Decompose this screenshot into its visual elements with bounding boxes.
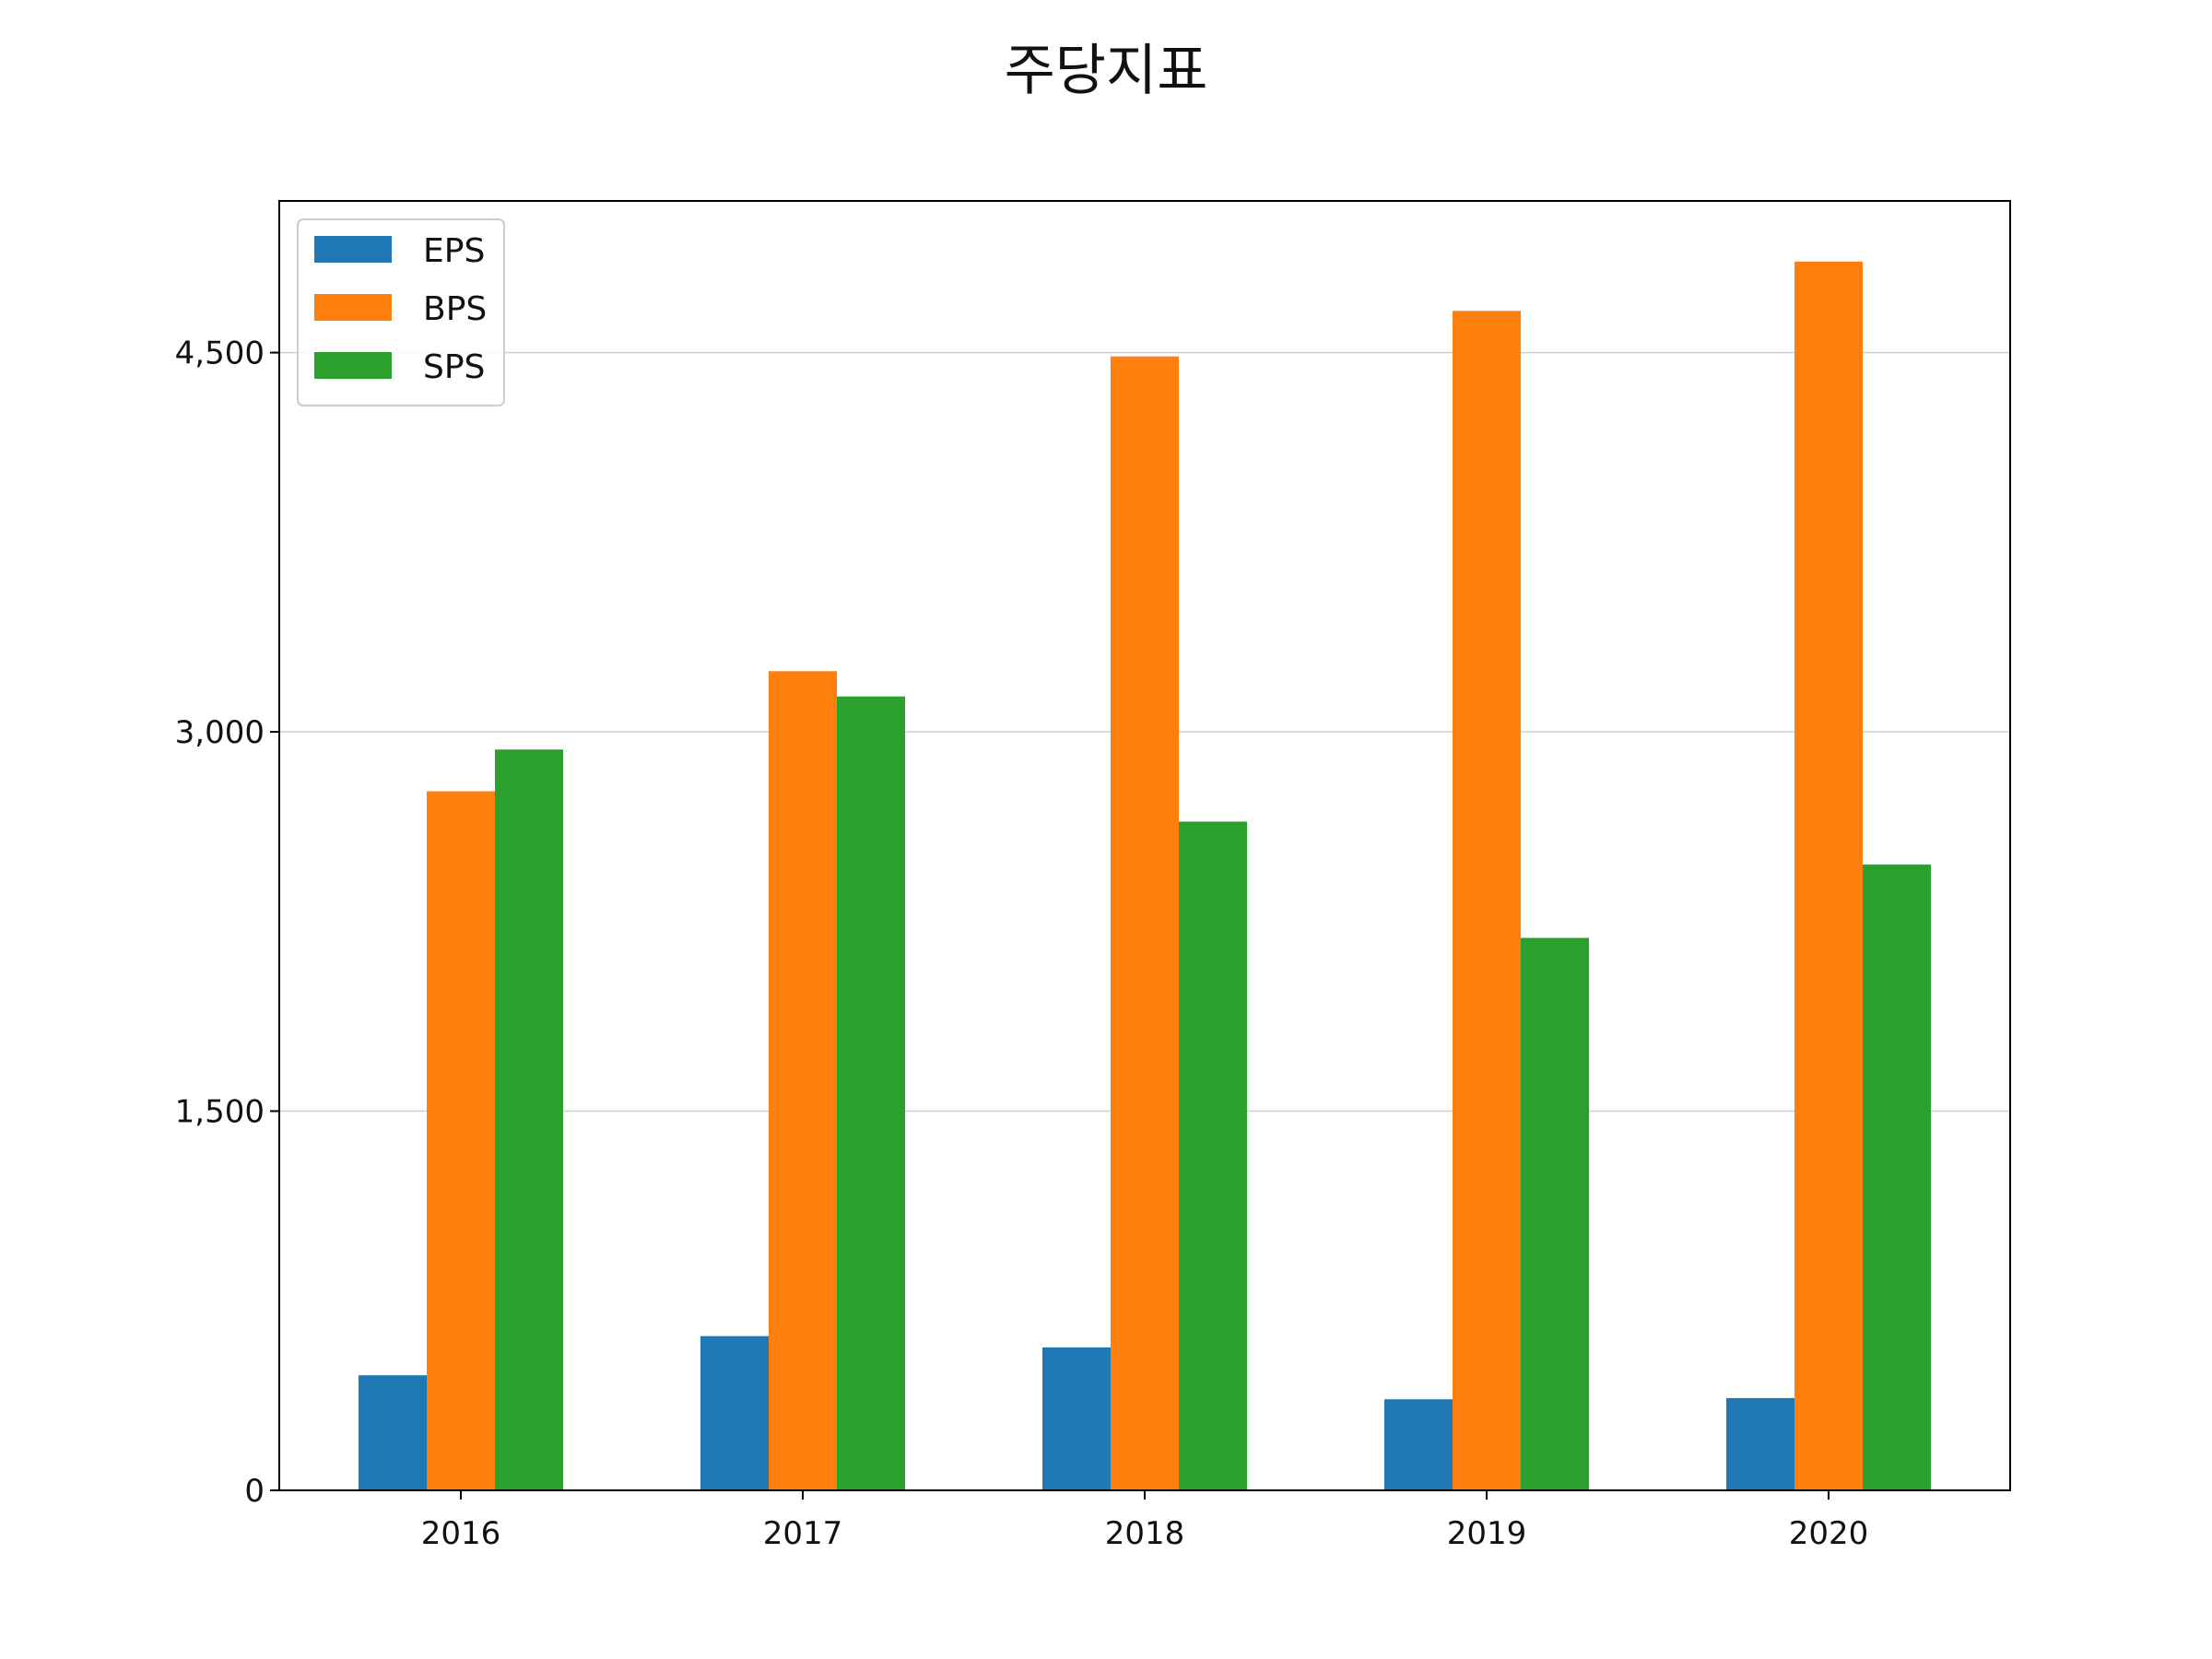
bar-sps-2016 — [495, 749, 563, 1490]
y-tick-label: 3,000 — [175, 714, 265, 751]
bar-sps-2019 — [1521, 937, 1589, 1490]
bar-bps-2020 — [1794, 261, 1863, 1490]
y-tick-label: 0 — [244, 1473, 265, 1510]
y-tick-label: 1,500 — [175, 1094, 265, 1131]
legend-label-bps: BPS — [423, 290, 487, 328]
bar-eps-2019 — [1384, 1399, 1453, 1490]
bar-bps-2019 — [1453, 311, 1521, 1491]
bar-bps-2018 — [1111, 356, 1179, 1491]
bar-bps-2017 — [769, 671, 837, 1490]
bar-sps-2020 — [1863, 865, 1931, 1490]
legend-label-eps: EPS — [423, 232, 485, 270]
bar-eps-2017 — [700, 1335, 769, 1490]
legend-swatch-eps — [314, 236, 392, 263]
legend-swatch-sps — [314, 352, 392, 379]
bar-eps-2016 — [359, 1375, 427, 1490]
x-tick-label: 2016 — [421, 1515, 501, 1552]
bars — [359, 261, 1931, 1491]
bar-sps-2018 — [1179, 821, 1247, 1490]
legend-swatch-bps — [314, 294, 392, 321]
y-axis: 0 1,500 3,000 4,500 — [175, 335, 279, 1510]
x-tick-label: 2017 — [763, 1515, 843, 1552]
x-tick-label: 2020 — [1789, 1515, 1869, 1552]
x-tick-label: 2019 — [1447, 1515, 1527, 1552]
chart-title: 주당지표 — [1004, 39, 1208, 103]
x-tick-label: 2018 — [1105, 1515, 1185, 1552]
legend: EPS BPS SPS — [297, 218, 505, 406]
bar-eps-2020 — [1726, 1397, 1794, 1490]
bar-bps-2016 — [427, 791, 495, 1490]
bar-sps-2017 — [837, 696, 905, 1490]
legend-label-sps: SPS — [423, 348, 485, 386]
x-axis: 2016 2017 2018 2019 2020 — [421, 1490, 1869, 1552]
y-tick-label: 4,500 — [175, 335, 265, 372]
bar-eps-2018 — [1042, 1347, 1111, 1490]
